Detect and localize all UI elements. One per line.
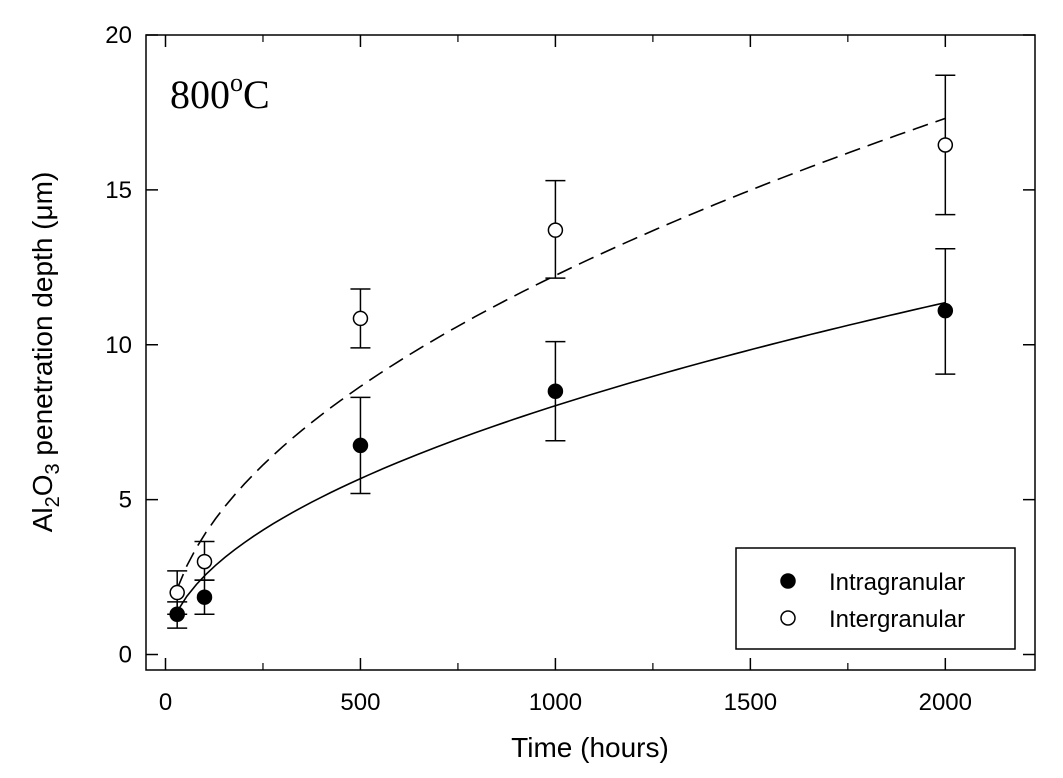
legend-label-intergranular: Intergranular bbox=[829, 606, 965, 633]
data-point-intergranular bbox=[196, 553, 213, 570]
y-tick-label: 15 bbox=[105, 177, 132, 204]
legend-marker-intragranular bbox=[780, 573, 796, 589]
fit-line-intragranular bbox=[176, 301, 946, 612]
y-axis-title: Al2O3 penetration depth (μm) bbox=[27, 172, 64, 533]
legend-label-intragranular: Intragranular bbox=[829, 569, 965, 596]
y-axis-ticks: 0 5 10 15 20 bbox=[105, 22, 1035, 669]
data-point-intergranular bbox=[547, 222, 564, 238]
data-point-intragranular bbox=[169, 606, 185, 622]
y-tick-label: 20 bbox=[105, 22, 132, 49]
data-point-intragranular bbox=[937, 302, 954, 319]
legend: Intragranular Intergranular bbox=[735, 547, 1016, 650]
temperature-annotation: 800oC bbox=[170, 68, 270, 117]
y-tick-label: 5 bbox=[119, 487, 132, 514]
x-tick-label: 1500 bbox=[724, 689, 777, 716]
x-tick-label: 2000 bbox=[919, 689, 972, 716]
x-tick-label: 0 bbox=[159, 689, 172, 716]
plot-frame bbox=[145, 34, 1036, 671]
legend-marker-intergranular bbox=[780, 610, 796, 626]
x-axis-ticks: 0 500 1000 1500 2000 bbox=[159, 35, 972, 716]
data-point-intragranular bbox=[547, 383, 564, 399]
data-point-intragranular bbox=[196, 589, 213, 605]
data-point-intragranular bbox=[352, 437, 369, 454]
fit-line-intergranular bbox=[176, 117, 946, 590]
x-axis-title: Time (hours) bbox=[511, 732, 669, 763]
fit-lines bbox=[176, 117, 946, 612]
error-bars bbox=[167, 74, 956, 629]
x-tick-label: 1000 bbox=[529, 689, 582, 716]
y-tick-label: 0 bbox=[119, 642, 132, 669]
data-points bbox=[169, 137, 954, 622]
y-tick-label: 10 bbox=[105, 332, 132, 359]
legend-box bbox=[735, 547, 1016, 650]
data-point-intergranular bbox=[352, 310, 369, 327]
x-tick-label: 500 bbox=[340, 689, 380, 716]
data-point-intergranular bbox=[937, 137, 954, 153]
data-point-intergranular bbox=[169, 584, 185, 601]
